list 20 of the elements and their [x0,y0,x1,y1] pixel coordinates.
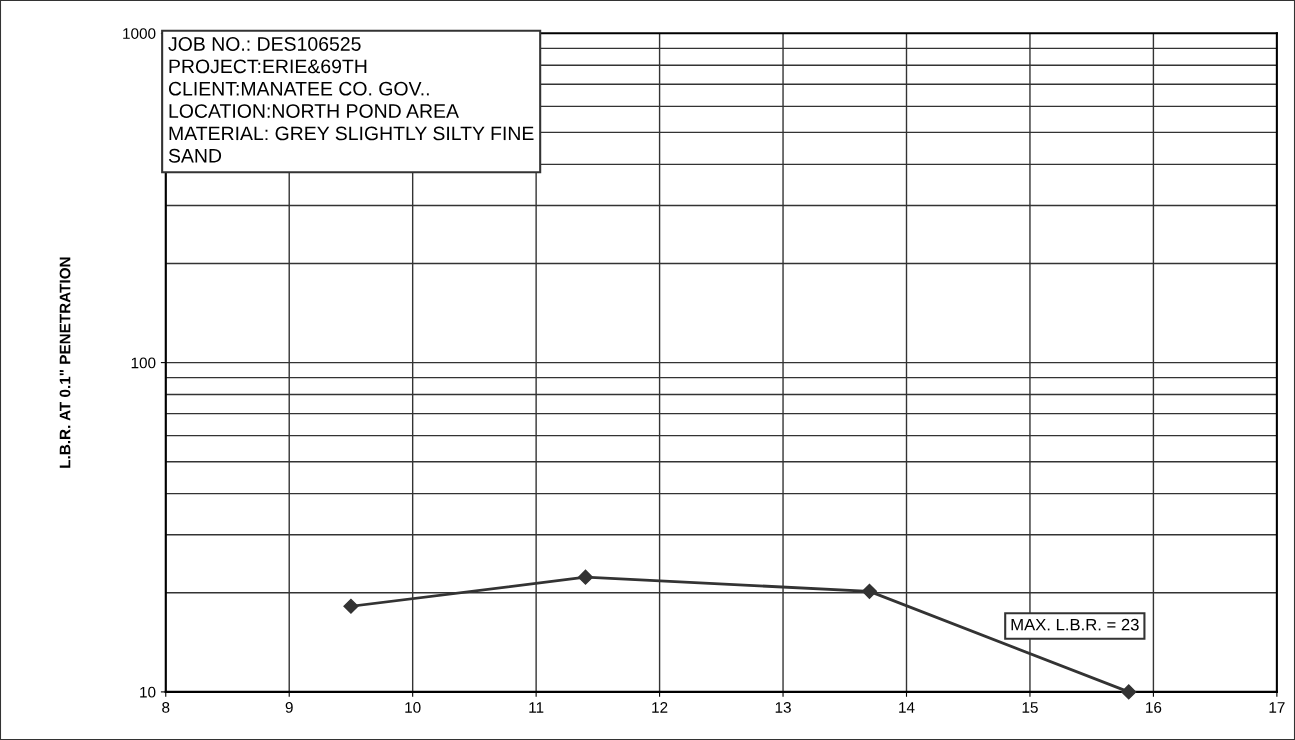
x-tick-label: 9 [285,702,293,713]
x-tick-label: 8 [162,702,170,713]
x-tick-label: 13 [775,702,791,713]
x-tick-label: 17 [1269,702,1285,713]
x-tick-label: 10 [405,702,421,713]
x-tick-label: 11 [529,702,544,713]
point [1121,684,1137,700]
y-axis-title: L.B.R. AT 0.1" PENETRATION [59,257,71,468]
x-tick-label: 16 [1146,702,1162,713]
annotation: JOB NO.: DES106525 PROJECT:ERIE&69TH CLIENT:MANATEE CO. GOV.. LOCATION:NORTH POND AREA MATERIAL: GREY SLIGHTLY SILTY FINE SAND [168,37,534,163]
x-tick-label: 14 [899,702,915,713]
point [577,569,594,585]
annotation: MAX. L.B.R. = 23 [1011,618,1139,631]
point [343,598,359,614]
x-tick-label: 15 [1022,702,1038,713]
point [861,583,878,599]
y-tick-label: 10 [140,686,156,698]
y-tick-label: 100 [131,357,156,369]
y-tick-label: 1000 [123,28,156,39]
x-tick-label: 12 [652,702,668,713]
